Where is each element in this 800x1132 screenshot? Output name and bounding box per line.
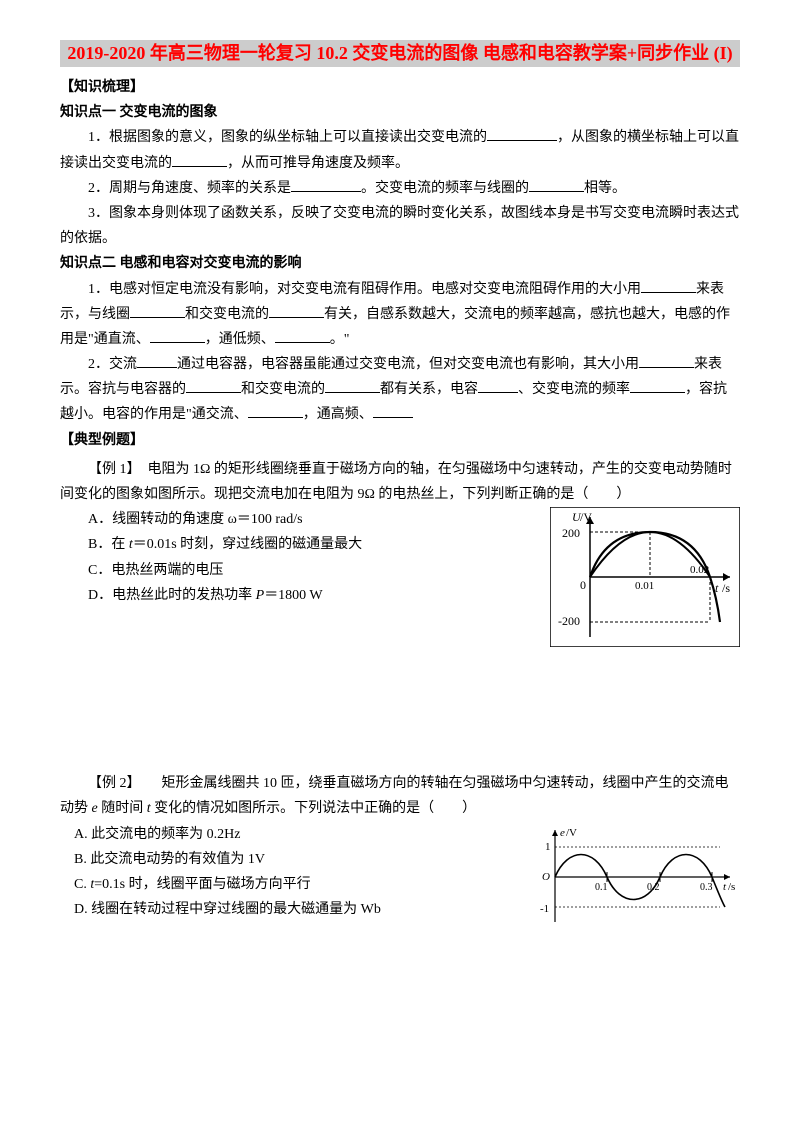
text: 、交变电流的频率 xyxy=(518,382,630,397)
section-header-examples: 【典型例题】 xyxy=(60,428,740,453)
text: ，从而可推导角速度及频率。 xyxy=(227,156,409,171)
blank xyxy=(137,353,177,368)
text: 相等。 xyxy=(584,181,626,196)
blank xyxy=(275,328,330,343)
text: 和交变电流的 xyxy=(241,382,325,397)
option-b: B．在 t＝0.01s 时刻，穿过线圈的磁通量最大 xyxy=(60,532,540,557)
option-d: D．电热丝此时的发热功率 P＝1800 W xyxy=(60,583,540,608)
text: ，通高频、 xyxy=(303,407,373,422)
blank xyxy=(172,152,227,167)
svg-text:0.1: 0.1 xyxy=(595,882,608,893)
svg-text:O: O xyxy=(542,871,550,883)
section-header-knowledge: 【知识梳理】 xyxy=(60,75,740,100)
text: 通过电容器，电容器虽能通过交变电流，但对交变电流也有影响，其大小用 xyxy=(177,357,639,372)
svg-text:0.3: 0.3 xyxy=(700,882,713,893)
kp1-para3: 3．图象本身则体现了函数关系，反映了交变电流的瞬时变化关系，故图线本身是书写交变… xyxy=(60,201,740,251)
blank xyxy=(150,328,205,343)
svg-text:0: 0 xyxy=(580,578,586,592)
chart-2: e/V t/s O 1 -1 0.1 0.2 0.3 xyxy=(530,822,740,932)
text: A．线圈转动的角速度 ω＝100 rad/s xyxy=(88,512,303,527)
blank xyxy=(487,126,557,141)
blank xyxy=(325,378,380,393)
svg-text:1: 1 xyxy=(545,841,551,853)
example-1-label: 【例 1】 xyxy=(88,462,134,477)
svg-text:/s: /s xyxy=(728,881,735,893)
kp2-para1: 1．电感对恒定电流没有影响，对交变电流有阻碍作用。电感对交变电流阻碍作用的大小用… xyxy=(60,277,740,353)
text: 变化的情况如图所示。下列说法中正确的是（ ） xyxy=(151,801,477,816)
svg-text:t: t xyxy=(723,881,727,893)
text: 。交变电流的频率与线圈的 xyxy=(361,181,529,196)
svg-text:/s: /s xyxy=(722,581,730,595)
text: =0.1s 时，线圈平面与磁场方向平行 xyxy=(94,877,310,892)
text: 随时间 xyxy=(98,801,147,816)
blank xyxy=(478,378,518,393)
option-c: C. t=0.1s 时，线圈平面与磁场方向平行 xyxy=(60,872,520,897)
svg-text:/V: /V xyxy=(566,827,577,839)
text: D. 线圈在转动过程中穿过线圈的最大磁通量为 Wb xyxy=(74,902,381,917)
kp2-title: 知识点二 电感和电容对交变电流的影响 xyxy=(60,251,740,276)
example-1-body: 【例 1】 电阻为 1Ω 的矩形线圈绕垂直于磁场方向的轴，在匀强磁场中匀速转动，… xyxy=(60,457,740,507)
text: 都有关系，电容 xyxy=(380,382,478,397)
text: C．电热丝两端的电压 xyxy=(88,563,223,578)
text: 电阻为 1Ω 的矩形线圈绕垂直于磁场方向的轴，在匀强磁场中匀速转动，产生的交变电… xyxy=(60,462,732,502)
option-a: A. 此交流电的频率为 0.2Hz xyxy=(60,822,520,847)
text: ＝1800 W xyxy=(264,588,322,603)
blank xyxy=(529,177,584,192)
text: B. 此交流电动势的有效值为 1V xyxy=(74,852,265,867)
kp1-para1: 1．根据图象的意义，图象的纵坐标轴上可以直接读出交变电流的，从图象的横坐标轴上可… xyxy=(60,125,740,175)
blank xyxy=(130,303,185,318)
blank xyxy=(641,278,696,293)
blank xyxy=(186,378,241,393)
text: B．在 xyxy=(88,537,129,552)
option-d: D. 线圈在转动过程中穿过线圈的最大磁通量为 Wb xyxy=(60,897,520,922)
option-a: A．线圈转动的角速度 ω＝100 rad/s xyxy=(60,507,540,532)
blank xyxy=(291,177,361,192)
svg-text:e: e xyxy=(560,827,565,839)
example-2: 【例 2】 矩形金属线圈共 10 匝，绕垂直磁场方向的转轴在匀强磁场中匀速转动，… xyxy=(60,771,740,931)
blank xyxy=(269,303,324,318)
kp2-para2: 2．交流通过电容器，电容器虽能通过交变电流，但对交变电流也有影响，其大小用来表示… xyxy=(60,352,740,428)
page-title: 2019-2020 年高三物理一轮复习 10.2 交变电流的图像 电感和电容教学… xyxy=(60,40,740,67)
svg-text:/V: /V xyxy=(580,510,592,524)
kp1-title: 知识点一 交变电流的图象 xyxy=(60,100,740,125)
text: 和交变电流的 xyxy=(185,307,269,322)
text: ＝0.01s 时刻，穿过线圈的磁通量最大 xyxy=(133,537,362,552)
blank xyxy=(373,403,413,418)
svg-text:0.01: 0.01 xyxy=(635,580,654,592)
chart-1: U/V t/s 200 -200 0 0.01 0.02 xyxy=(550,507,740,647)
text: 2．周期与角速度、频率的关系是 xyxy=(88,181,291,196)
kp1-para2: 2．周期与角速度、频率的关系是 。交变电流的频率与线圈的 相等。 xyxy=(60,176,740,201)
blank xyxy=(639,353,694,368)
text: ，通低频、 xyxy=(205,332,275,347)
svg-text:-200: -200 xyxy=(558,614,580,628)
blank xyxy=(248,403,303,418)
sine-chart-icon: U/V t/s 200 -200 0 0.01 0.02 xyxy=(550,507,740,647)
example-1: 【例 1】 电阻为 1Ω 的矩形线圈绕垂直于磁场方向的轴，在匀强磁场中匀速转动，… xyxy=(60,457,740,647)
text: P xyxy=(256,588,265,603)
text: A. 此交流电的频率为 0.2Hz xyxy=(74,827,240,842)
text: C. xyxy=(74,877,90,892)
sine-chart-icon: e/V t/s O 1 -1 0.1 0.2 0.3 xyxy=(530,822,740,932)
example-2-body: 【例 2】 矩形金属线圈共 10 匝，绕垂直磁场方向的转轴在匀强磁场中匀速转动，… xyxy=(60,771,740,821)
svg-text:-1: -1 xyxy=(540,903,549,915)
option-c: C．电热丝两端的电压 xyxy=(60,558,540,583)
option-b: B. 此交流电动势的有效值为 1V xyxy=(60,847,520,872)
text: 2．交流 xyxy=(88,357,137,372)
example-2-label: 【例 2】 xyxy=(88,776,134,791)
blank xyxy=(630,378,685,393)
text: 1．根据图象的意义，图象的纵坐标轴上可以直接读出交变电流的 xyxy=(88,130,487,145)
text: 1．电感对恒定电流没有影响，对交变电流有阻碍作用。电感对交变电流阻碍作用的大小用 xyxy=(88,282,641,297)
text: 。" xyxy=(330,332,350,347)
text: D．电热丝此时的发热功率 xyxy=(88,588,256,603)
svg-text:200: 200 xyxy=(562,526,580,540)
